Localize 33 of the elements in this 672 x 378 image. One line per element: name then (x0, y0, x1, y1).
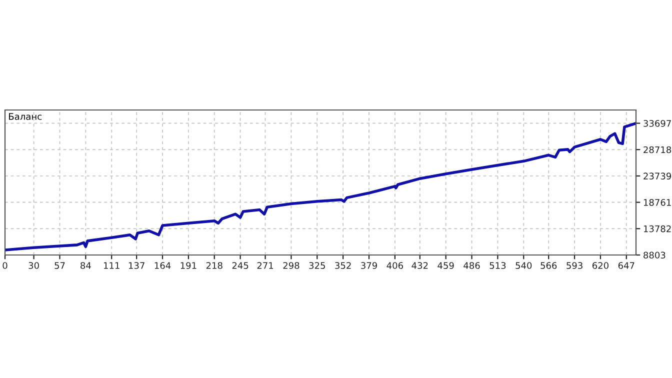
x-tick-label: 271 (257, 262, 274, 269)
x-tick-label: 379 (361, 262, 377, 269)
x-tick-label: 513 (490, 262, 506, 269)
x-tick-label: 111 (104, 262, 120, 269)
x-tick-label: 647 (618, 262, 634, 269)
y-tick-label: 23739 (644, 172, 672, 180)
x-tick-label: 620 (592, 262, 608, 269)
line-series (5, 122, 636, 252)
x-tick-label: 245 (232, 262, 248, 269)
x-tick-label: 540 (516, 262, 532, 269)
x-tick-label: 57 (54, 262, 65, 269)
chart-title: Баланс (9, 113, 42, 120)
x-tick-label: 486 (464, 262, 480, 269)
x-tick-label: 566 (540, 262, 557, 269)
y-tick-label: 28718 (644, 146, 672, 154)
y-tick-label: 8803 (644, 252, 666, 259)
x-tick-label: 191 (180, 262, 196, 269)
y-tick-label: 18761 (644, 199, 671, 206)
x-tick-label: 30 (28, 262, 39, 269)
x-tick-label: 352 (335, 262, 351, 269)
y-tick-label: 13782 (644, 225, 671, 232)
x-tick-label: 84 (80, 262, 91, 269)
x-tick-label: 406 (386, 262, 403, 269)
x-tick-label: 325 (309, 262, 325, 269)
x-tick-label: 137 (128, 262, 144, 269)
x-tick-label: 0 (2, 262, 8, 269)
y-tick-label: 33697 (644, 120, 671, 127)
x-tick-label: 164 (154, 262, 171, 269)
x-tick-label: 298 (283, 262, 300, 269)
x-tick-label: 218 (206, 262, 222, 269)
x-tick-label: 459 (438, 262, 454, 269)
x-tick-label: 432 (412, 262, 428, 269)
x-tick-label: 593 (566, 262, 582, 269)
